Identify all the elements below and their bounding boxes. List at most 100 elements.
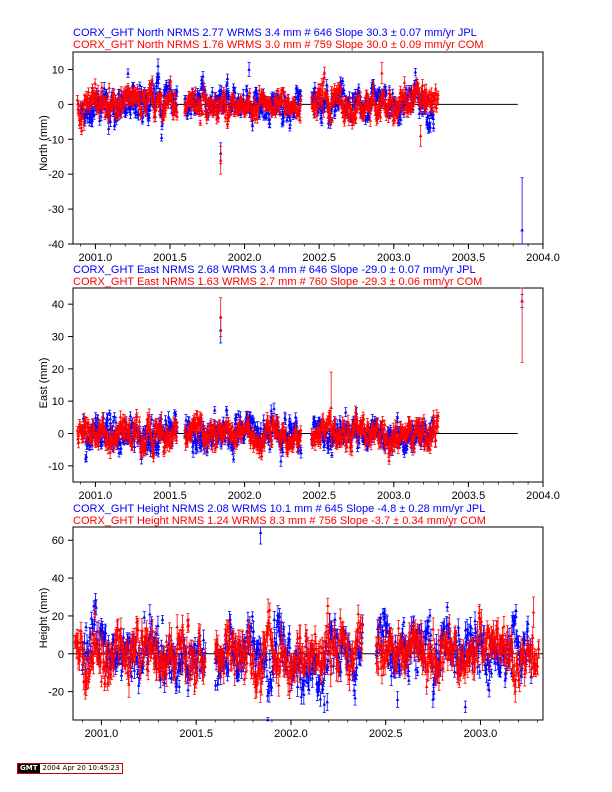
x-tick-label: 2002.0 xyxy=(228,252,262,264)
data-point xyxy=(143,101,147,105)
data-point xyxy=(245,88,249,92)
data-point xyxy=(76,101,81,105)
data-point xyxy=(94,101,98,106)
data-point xyxy=(82,122,86,127)
data-point xyxy=(390,91,395,95)
x-tick-label: 2002.5 xyxy=(302,252,336,264)
y-tick-label: -40 xyxy=(48,239,64,251)
y-tick-label: 0 xyxy=(58,99,64,111)
data-point xyxy=(250,123,255,128)
data-point xyxy=(402,111,406,116)
data-point xyxy=(81,108,86,112)
data-point xyxy=(140,110,144,114)
data-point xyxy=(93,81,97,85)
data-point xyxy=(428,125,433,129)
data-point xyxy=(114,119,118,123)
data-point xyxy=(225,76,230,80)
y-tick-label: -10 xyxy=(48,134,64,146)
data-point xyxy=(285,117,289,122)
data-point xyxy=(79,121,84,125)
data-point xyxy=(384,90,389,94)
data-point xyxy=(131,83,136,87)
data-point xyxy=(227,94,231,98)
data-point xyxy=(154,90,158,95)
data-point xyxy=(105,100,110,104)
data-point xyxy=(225,121,230,126)
data-point xyxy=(131,101,135,105)
north-plot-area: 2001.0 2001.5 2002.0 2002.5 2003.0 2003.5 2004… xyxy=(48,51,560,264)
data-point xyxy=(75,97,80,102)
data-point xyxy=(99,95,104,99)
x-tick-label: 2001.0 xyxy=(79,252,113,264)
data-point xyxy=(201,74,205,78)
data-point xyxy=(340,78,345,83)
data-point xyxy=(420,111,425,116)
data-point xyxy=(125,97,129,101)
data-point xyxy=(356,85,361,89)
data-point xyxy=(76,106,80,111)
data-point xyxy=(288,118,293,122)
data-point xyxy=(106,126,111,130)
data-point xyxy=(156,74,161,79)
data-point xyxy=(339,82,344,86)
data-point xyxy=(210,89,215,94)
y-tick-label: 10 xyxy=(52,64,64,76)
data-point xyxy=(99,114,103,118)
y-tick-label: -30 xyxy=(48,204,64,216)
data-point xyxy=(159,135,164,139)
data-point xyxy=(241,92,246,96)
data-point xyxy=(294,94,298,99)
data-point xyxy=(193,88,198,92)
data-point xyxy=(280,121,285,125)
data-point xyxy=(520,228,524,232)
data-point xyxy=(247,90,252,94)
data-point xyxy=(147,115,152,119)
data-point xyxy=(281,115,286,119)
data-point xyxy=(160,123,164,127)
data-point xyxy=(128,112,133,116)
data-point xyxy=(95,100,100,105)
data-point xyxy=(86,89,91,94)
data-point xyxy=(104,113,109,117)
data-point xyxy=(138,83,142,87)
data-point xyxy=(113,98,118,102)
data-point xyxy=(198,120,203,125)
data-point xyxy=(87,105,92,109)
data-point xyxy=(189,111,193,115)
data-point xyxy=(333,107,338,111)
x-tick-label: 2003.5 xyxy=(452,252,486,264)
data-point xyxy=(126,71,130,75)
data-point xyxy=(85,115,90,119)
data-point xyxy=(399,117,403,121)
data-point xyxy=(257,114,262,119)
data-point xyxy=(175,89,179,93)
data-point xyxy=(107,85,111,90)
data-point xyxy=(225,82,229,86)
north-ylabel: North (mm) xyxy=(38,115,50,171)
data-point xyxy=(108,111,112,115)
data-point xyxy=(119,93,124,98)
data-point xyxy=(156,80,161,84)
data-point xyxy=(90,118,95,122)
data-point xyxy=(79,129,84,133)
y-tick-label: -20 xyxy=(48,169,64,181)
data-point xyxy=(122,103,127,107)
data-point xyxy=(105,93,110,98)
data-point xyxy=(82,120,87,124)
data-point xyxy=(342,91,346,95)
data-point xyxy=(135,86,140,90)
data-point xyxy=(431,125,436,130)
data-point xyxy=(156,63,160,68)
data-point xyxy=(117,108,121,112)
data-point xyxy=(324,82,329,87)
data-point xyxy=(353,91,358,95)
data-point xyxy=(115,101,120,105)
x-tick-label: 2001.5 xyxy=(153,252,187,264)
data-point xyxy=(266,111,271,115)
data-point xyxy=(116,113,121,117)
x-tick-label: 2004.0 xyxy=(526,252,560,264)
data-point xyxy=(288,125,292,129)
data-point xyxy=(92,113,96,117)
data-point xyxy=(431,116,436,121)
